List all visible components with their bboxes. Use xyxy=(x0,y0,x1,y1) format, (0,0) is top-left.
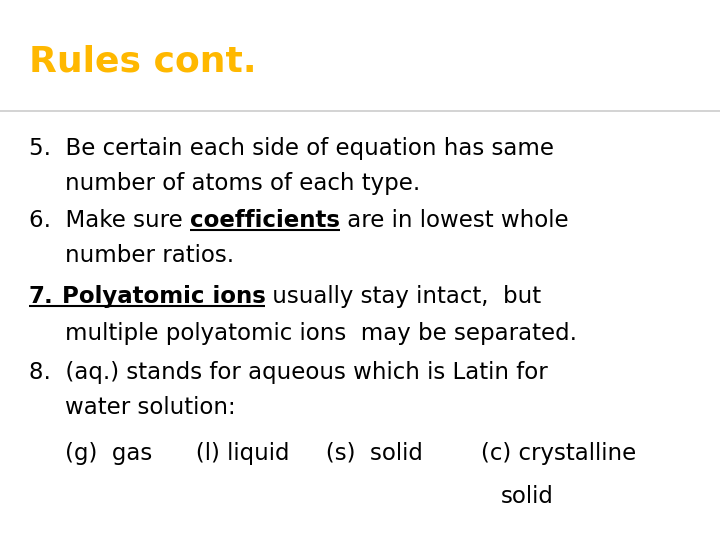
Text: usually stay intact,  but: usually stay intact, but xyxy=(266,285,541,308)
Text: 5.  Be certain each side of equation has same: 5. Be certain each side of equation has … xyxy=(29,137,554,160)
Text: water solution:: water solution: xyxy=(65,396,235,419)
Text: solid: solid xyxy=(500,485,553,508)
Text: Rules cont.: Rules cont. xyxy=(29,44,256,78)
Text: 7.: 7. xyxy=(29,285,53,308)
Text: multiple polyatomic ions  may be separated.: multiple polyatomic ions may be separate… xyxy=(65,322,577,345)
Text: 6.  Make sure: 6. Make sure xyxy=(29,209,190,232)
Text: are in lowest whole: are in lowest whole xyxy=(340,209,568,232)
Text: coefficients: coefficients xyxy=(190,209,340,232)
Text: 8.  (aq.) stands for aqueous which is Latin for: 8. (aq.) stands for aqueous which is Lat… xyxy=(29,361,547,384)
Text: number ratios.: number ratios. xyxy=(65,244,234,267)
Text: (g)  gas      (l) liquid     (s)  solid        (c) crystalline: (g) gas (l) liquid (s) solid (c) crystal… xyxy=(65,442,636,464)
Text: Polyatomic ions: Polyatomic ions xyxy=(53,285,266,308)
Text: number of atoms of each type.: number of atoms of each type. xyxy=(65,172,420,195)
